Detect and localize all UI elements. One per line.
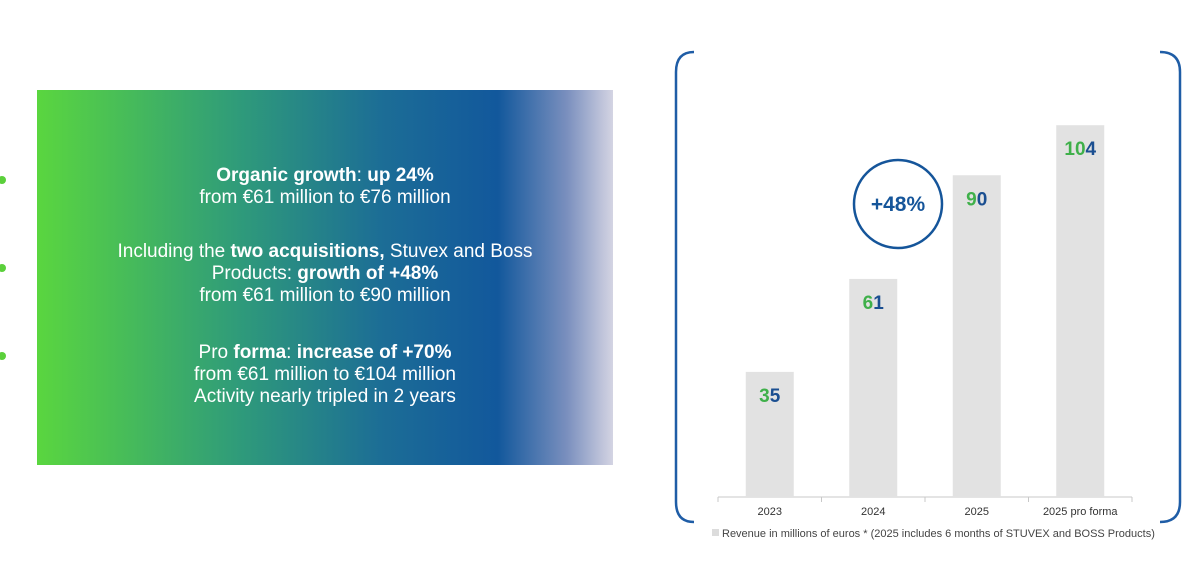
bullet-dot-2 [0, 264, 6, 272]
revenue-chart: 2023 2024 2025 2025 pro forma 35 61 90 104 +48… [672, 50, 1184, 526]
bar-2025 [952, 175, 1001, 497]
highlight-bold: forma [233, 342, 287, 363]
bar-value-label: 35 [759, 386, 781, 407]
legend-swatch [712, 529, 719, 536]
x-tick-label: 2025 pro forma [1043, 506, 1118, 518]
highlight-text: Including the [117, 241, 231, 262]
highlight-text: Stuvex and Boss [384, 241, 533, 262]
x-tick-label: 2025 [965, 506, 989, 518]
bar-2024 [849, 278, 898, 497]
highlight-text: : [286, 342, 297, 363]
highlight-text: : [356, 165, 368, 186]
highlight-bold: increase of +70% [296, 342, 452, 363]
bullet-dot-3 [0, 352, 6, 360]
highlight-text: Pro [198, 342, 234, 363]
highlight-text: Activity nearly tripled in 2 years [194, 386, 456, 407]
chart-bracket-left [674, 50, 695, 524]
growth-annotation-circle [852, 158, 944, 250]
highlight-text: from €61 million to €76 million [199, 187, 451, 208]
highlights-panel: Organic growth: up 24% from €61 million … [37, 90, 613, 465]
chart-bracket-right [1159, 50, 1182, 524]
highlight-acquisitions: Including the two acquisitions, Stuvex a… [37, 241, 613, 307]
highlight-bold: Organic growth [216, 165, 357, 186]
highlight-text: from €61 million to €104 million [194, 364, 456, 385]
highlight-bold: growth of +48% [297, 263, 439, 284]
bar-2023 [745, 371, 794, 497]
highlight-pro-forma: Pro forma: increase of +70% from €61 mil… [37, 342, 613, 408]
bar-value-label: 90 [966, 189, 987, 210]
x-tick-label: 2024 [861, 506, 885, 518]
bullet-dot-1 [0, 176, 6, 184]
legend-text: Revenue in millions of euros * (2025 inc… [722, 528, 1155, 540]
highlight-organic-growth: Organic growth: up 24% from €61 million … [37, 165, 613, 209]
revenue-chart-svg: 2023 2024 2025 2025 pro forma 35 61 90 104 +48… [674, 50, 1182, 524]
bar-2025-pro-forma [1056, 125, 1105, 497]
highlight-bold: up 24% [367, 165, 434, 186]
bar-value-label: 61 [863, 293, 885, 314]
highlight-text: Products: [211, 263, 298, 284]
bar-value-label: 104 [1064, 139, 1096, 160]
growth-annotation-label: +48% [871, 193, 926, 216]
highlight-text: from €61 million to €90 million [199, 285, 451, 306]
x-tick-label: 2023 [758, 506, 782, 518]
highlight-bold: two acquisitions, [230, 241, 385, 262]
chart-legend: Revenue in millions of euros * (2025 inc… [712, 527, 1162, 541]
